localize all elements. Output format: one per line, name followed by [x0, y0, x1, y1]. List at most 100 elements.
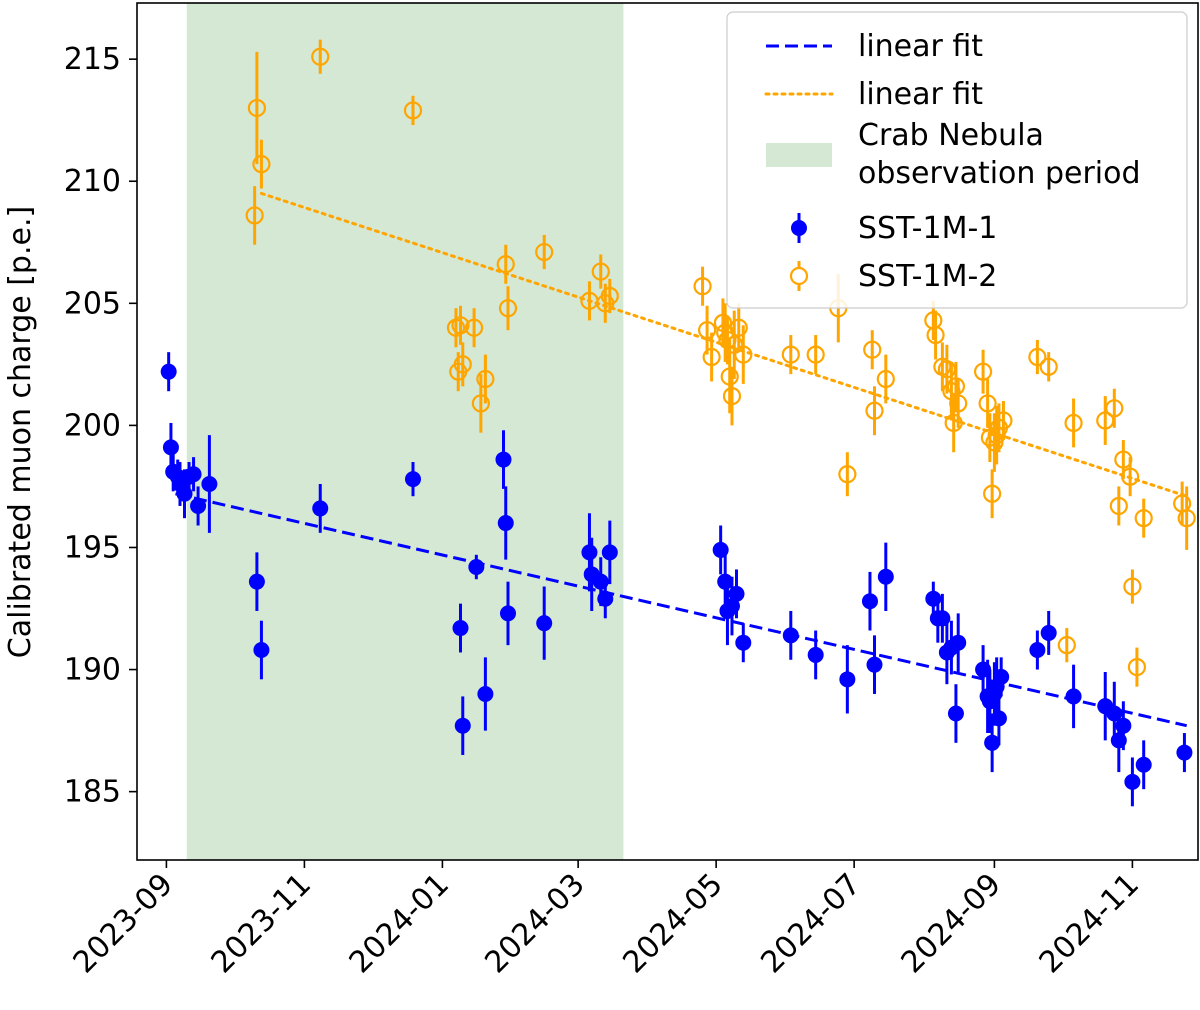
sst-1m-1-marker: [495, 451, 512, 468]
sst-1m-2-point: [245, 186, 264, 245]
sst-1m-2-marker: [1039, 357, 1058, 376]
sst-1m-1-point: [950, 613, 967, 672]
sst-1m-2-marker: [838, 465, 857, 484]
sst-1m-1-point: [947, 684, 964, 743]
sst-1m-2-point: [1096, 396, 1115, 445]
sst-1m-2-marker: [729, 318, 748, 337]
sst-1m-1-marker: [1040, 624, 1057, 641]
sst-1m-1-marker: [601, 544, 618, 561]
sst-1m-1-point: [468, 554, 485, 580]
sst-1m-2-point: [403, 95, 423, 126]
sst-1m-2-point: [535, 234, 554, 270]
x-tick-label: 2023-09: [67, 867, 180, 980]
sst-1m-1-point: [1176, 733, 1193, 773]
sst-1m-1-marker: [807, 646, 824, 663]
sst-1m-1-point: [717, 552, 734, 611]
sst-1m-2-point: [781, 335, 800, 375]
sst-1m-1-point: [201, 435, 218, 533]
sst-1m-2-point: [734, 325, 753, 384]
sst-1m-2-marker: [949, 394, 968, 413]
y-axis-title: Calibrated muon charge [p.e.]: [3, 206, 38, 658]
sst-1m-1-point: [728, 569, 745, 619]
sst-1m-1-marker: [190, 497, 207, 514]
sst-1m-2-point: [496, 244, 515, 284]
sst-1m-2-marker: [1123, 577, 1142, 596]
sst-1m-2-point: [983, 469, 1002, 519]
sst-1m-1-point: [190, 486, 207, 526]
sst-1m-1-marker: [947, 705, 964, 722]
sst-1m-2-marker: [252, 155, 271, 174]
legend-label: SST-1M-1: [858, 211, 997, 246]
sst-1m-1-marker: [162, 439, 179, 456]
sst-1m-1-point: [993, 657, 1010, 697]
sst-1m-2-point: [697, 305, 717, 355]
sst-1m-2-marker: [720, 367, 739, 386]
sst-1m-2-point: [946, 361, 966, 411]
sst-1m-2-point: [722, 366, 742, 426]
sst-1m-1-point: [253, 620, 270, 680]
sst-1m-1-marker: [990, 710, 1007, 727]
sst-1m-1-marker: [597, 590, 614, 607]
sst-1m-1-marker: [950, 634, 967, 651]
sst-1m-1-marker: [1135, 756, 1152, 773]
sst-1m-2-point: [1057, 628, 1076, 663]
legend-item: linear fit: [764, 77, 983, 112]
sst-1m-1-point: [861, 571, 878, 631]
sst-1m-2-marker: [471, 394, 490, 413]
sst-1m-1-point: [312, 483, 329, 533]
sst-1m-2-marker: [591, 262, 610, 281]
sst-1m-2-marker: [451, 316, 470, 335]
legend-filled-marker-icon: [791, 220, 807, 236]
y-tick-label: 195: [64, 530, 121, 565]
sst-1m-1-marker: [717, 573, 734, 590]
sst-1m-2-point: [702, 332, 721, 382]
sst-1m-1-marker: [1029, 642, 1046, 659]
sst-1m-2-point: [451, 305, 470, 345]
sst-1m-2-marker: [1028, 347, 1047, 367]
sst-1m-1-point: [984, 713, 1001, 773]
sst-1m-2-marker: [1121, 467, 1140, 486]
sst-1m-1-point: [807, 630, 824, 680]
sst-1m-1-point: [162, 422, 179, 472]
fit-line-sst-1m-1: [175, 492, 1188, 728]
sst-1m-2-marker: [1064, 413, 1083, 433]
legend-item: SST-1M-2: [789, 259, 997, 294]
sst-1m-1-marker: [1176, 744, 1193, 761]
sst-1m-1-marker: [468, 559, 485, 576]
sst-1m-1-marker: [477, 685, 494, 702]
sst-1m-1-point: [477, 657, 494, 731]
sst-1m-1-marker: [728, 585, 745, 602]
sst-1m-2-marker: [713, 313, 733, 332]
sst-1m-2-point: [600, 278, 619, 314]
x-tick-label: 2024-01: [343, 867, 456, 980]
sst-1m-1-point: [782, 610, 799, 660]
y-tick-label: 215: [64, 42, 121, 77]
legend-label: observation period: [858, 156, 1141, 191]
sst-1m-1-marker: [185, 466, 202, 483]
sst-1m-2-point: [865, 386, 884, 436]
sst-1m-2-point: [453, 342, 472, 387]
sst-1m-2-point: [876, 354, 895, 404]
sst-1m-2-point: [591, 254, 610, 289]
legend-label: SST-1M-2: [858, 259, 997, 294]
sst-1m-1-marker: [497, 515, 514, 532]
sst-1m-2-marker: [781, 345, 800, 364]
y-tick-label: 200: [64, 408, 121, 443]
sst-1m-2-marker: [245, 206, 264, 225]
sst-1m-1-marker: [160, 363, 177, 380]
sst-1m-1-marker: [1115, 717, 1132, 734]
sst-1m-2-point: [729, 303, 748, 353]
sst-1m-2-point: [1134, 498, 1153, 538]
sst-1m-2-marker: [806, 345, 825, 364]
x-tick-label: 2024-07: [754, 867, 867, 980]
sst-1m-1-point: [601, 520, 618, 585]
sst-1m-1-marker: [782, 627, 799, 644]
sst-1m-1-point: [1124, 757, 1141, 807]
sst-1m-1-point: [160, 352, 177, 392]
x-tick-label: 2024-03: [478, 867, 591, 980]
sst-1m-2-point: [1127, 647, 1147, 687]
legend-item: linear fit: [766, 29, 983, 64]
x-tick-label: 2024-09: [895, 867, 1008, 980]
sst-1m-1-point: [404, 462, 421, 497]
